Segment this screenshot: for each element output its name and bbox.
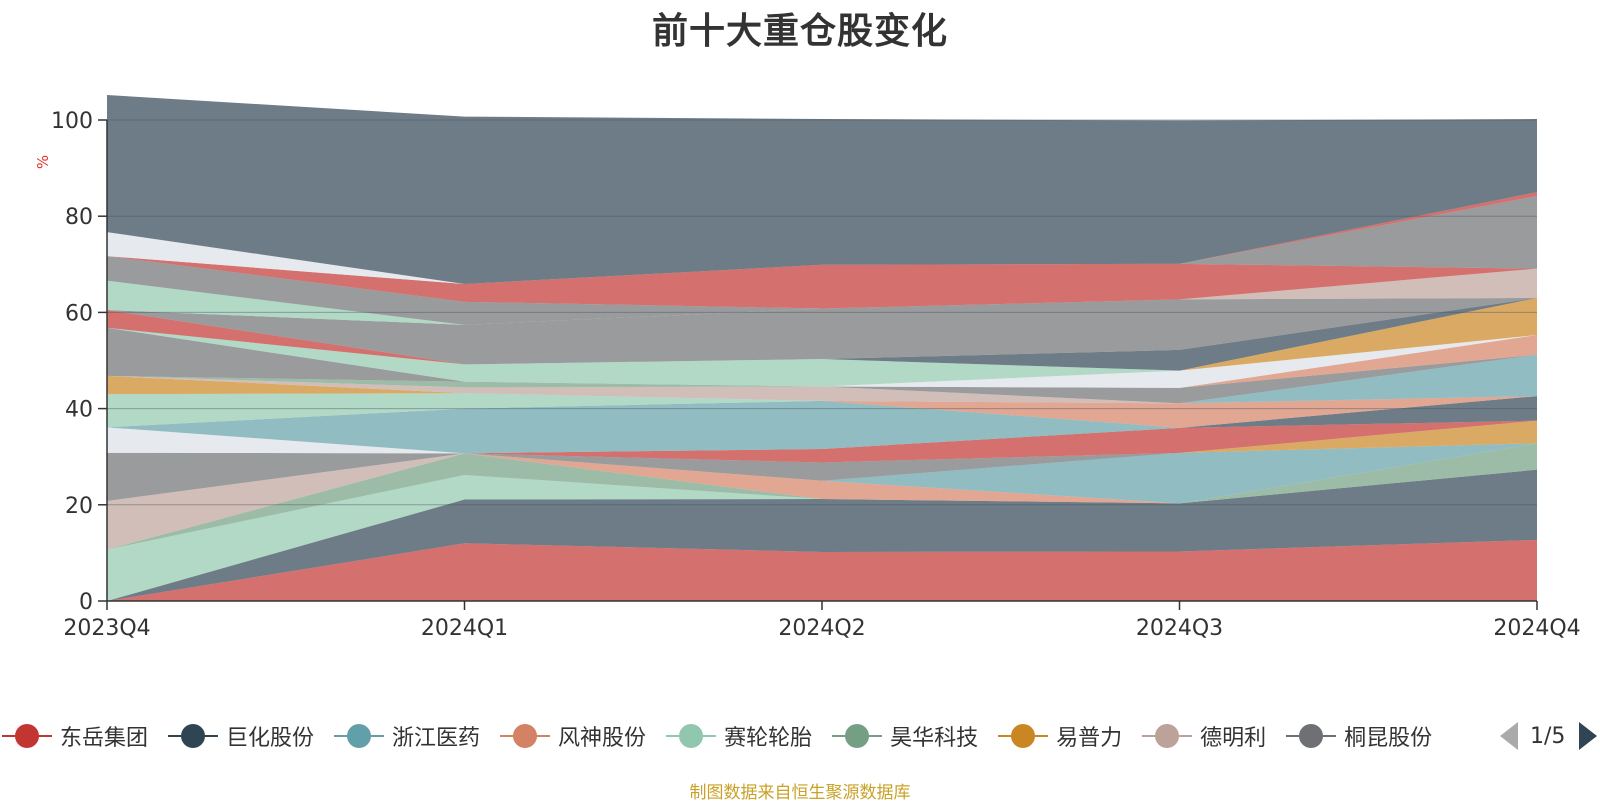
area-band-18 (107, 354, 1537, 404)
x-tick-label: 2023Q4 (63, 616, 150, 641)
legend-item[interactable]: 巨化股份 (168, 718, 314, 754)
legend-label: 风神股份 (558, 726, 647, 751)
area-band-4 (107, 443, 1537, 550)
area-band-11 (107, 400, 1537, 454)
legend-item[interactable]: 风神股份 (500, 718, 646, 754)
legend-circle-icon (334, 723, 385, 749)
legend-pager: 1/5 (1500, 718, 1598, 754)
legend-circle-icon (168, 723, 219, 749)
area-band-31 (107, 256, 1537, 325)
area-band-3 (107, 443, 1537, 550)
area-band-27 (107, 297, 1537, 371)
legend-item[interactable]: 德明利 (1142, 718, 1266, 754)
legend-circle-icon (500, 723, 551, 749)
legend-circle-icon (998, 723, 1049, 749)
source-note: 制图数据来自恒生聚源数据库 (689, 783, 911, 803)
area-band-19 (107, 354, 1537, 404)
x-tick-label: 2024Q1 (421, 616, 508, 641)
area-band-30 (107, 268, 1537, 325)
axes (106, 120, 1537, 602)
y-tick-label: 100 (51, 109, 93, 134)
area-band-0 (107, 539, 1537, 601)
legend-item[interactable]: 赛轮轮胎 (666, 718, 812, 754)
legend-label: 赛轮轮胎 (724, 726, 813, 751)
legend-item[interactable]: 桐昆股份 (1286, 718, 1432, 754)
legend-item[interactable]: 易普力 (998, 718, 1122, 754)
legend-prev-page-icon[interactable] (1500, 722, 1518, 750)
chart-title: 前十大重仓股变化 (651, 11, 948, 52)
y-tick-label: 40 (65, 398, 93, 423)
legend-circle-icon (666, 723, 717, 749)
area-band-13 (107, 396, 1537, 428)
legend-label: 东岳集团 (60, 726, 149, 751)
legend: 东岳集团 巨化股份 浙江医药 风神股份 赛轮轮胎 昊华科技 易普力 德明利 桐昆股份 1/5 (0, 718, 1600, 754)
area-band-16 (107, 354, 1537, 404)
legend-item[interactable]: 浙江医药 (334, 718, 480, 754)
area-band-10 (107, 420, 1537, 454)
grid-lines (98, 119, 1538, 610)
legend-next-page-icon[interactable] (1579, 722, 1598, 750)
stacked-area-chart: 0 20 40 60 80 100 2023Q4 2024Q1 2024Q2 2024Q3 2024… (34, 94, 1581, 641)
legend-label: 桐昆股份 (1344, 726, 1433, 751)
legend-viewport: 东岳集团 巨化股份 浙江医药 风神股份 赛轮轮胎 昊华科技 易普力 德明利 桐昆股份 (0, 718, 1482, 754)
area-band-5 (107, 443, 1537, 550)
area-band-9 (107, 420, 1537, 463)
y-unit-label: % (34, 155, 52, 169)
area-band-1 (107, 469, 1537, 601)
y-tick-label: 80 (65, 205, 93, 230)
legend-item[interactable]: 昊华科技 (832, 718, 978, 754)
legend-circle-icon (1142, 723, 1193, 749)
y-tick-label: 60 (65, 301, 93, 326)
legend-item[interactable]: 东岳集团 (2, 718, 148, 754)
legend-label: 昊华科技 (890, 726, 979, 751)
legend-circle-icon (832, 723, 883, 749)
legend-circle-icon (1286, 723, 1337, 749)
area-band-23 (107, 327, 1537, 388)
legend-label: 德明利 (1200, 726, 1267, 751)
area-band-28 (107, 297, 1537, 365)
area-band-24 (107, 327, 1537, 387)
legend-label: 浙江医药 (392, 726, 481, 751)
x-tick-label: 2024Q2 (778, 616, 865, 641)
area-band-15 (107, 393, 1537, 428)
area-band-32 (107, 256, 1537, 309)
plot-areas (107, 94, 1537, 601)
legend-circle-icon (2, 723, 52, 749)
y-tick-label: 20 (65, 494, 93, 519)
y-tick-label: 0 (79, 590, 93, 615)
legend-label: 巨化股份 (226, 726, 315, 751)
x-tick-label: 2024Q4 (1493, 616, 1580, 641)
area-band-7 (107, 443, 1537, 501)
tick-labels: 0 20 40 60 80 100 2023Q4 2024Q1 2024Q2 2024Q3 2024… (51, 109, 1581, 641)
area-band-36 (107, 94, 1537, 285)
x-tick-label: 2024Q3 (1136, 616, 1223, 641)
legend-label: 易普力 (1056, 726, 1123, 751)
legend-page-indicator: 1/5 (1530, 723, 1566, 749)
